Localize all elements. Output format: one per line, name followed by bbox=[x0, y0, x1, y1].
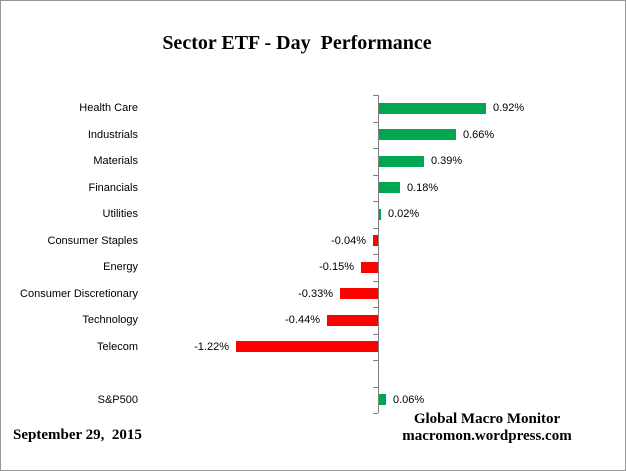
axis-tick bbox=[373, 334, 378, 335]
axis-tick bbox=[373, 175, 378, 176]
value-label-utilities: 0.02% bbox=[388, 208, 420, 220]
bar-energy bbox=[361, 262, 378, 273]
axis-tick bbox=[373, 148, 378, 149]
category-label-industrials: Industrials bbox=[87, 129, 138, 141]
axis-tick bbox=[373, 122, 378, 123]
bar-consumer-staples bbox=[373, 235, 378, 246]
value-label-industrials: 0.66% bbox=[463, 129, 495, 141]
category-label-consumer-discretionary: Consumer Discretionary bbox=[20, 288, 138, 300]
bar-telecom bbox=[236, 341, 378, 352]
category-label-utilities: Utilities bbox=[102, 208, 138, 220]
chart-date: September 29, 2015 bbox=[13, 427, 142, 443]
axis-tick bbox=[373, 413, 378, 414]
bar-s-p500 bbox=[379, 394, 386, 405]
value-label-telecom: -1.22% bbox=[194, 341, 229, 353]
value-label-consumer-staples: -0.04% bbox=[331, 235, 366, 247]
category-label-health-care: Health Care bbox=[79, 102, 138, 114]
value-label-materials: 0.39% bbox=[431, 155, 463, 167]
axis-tick bbox=[373, 281, 378, 282]
category-label-consumer-staples: Consumer Staples bbox=[47, 235, 139, 247]
category-label-energy: Energy bbox=[103, 261, 138, 273]
value-label-s-p500: 0.06% bbox=[393, 394, 425, 406]
category-label-telecom: Telecom bbox=[97, 341, 138, 353]
chart-title: Sector ETF - Day Performance bbox=[162, 32, 432, 54]
bar-materials bbox=[379, 156, 424, 167]
value-label-technology: -0.44% bbox=[285, 314, 320, 326]
category-label-technology: Technology bbox=[82, 314, 138, 326]
axis-tick bbox=[373, 95, 378, 96]
value-label-consumer-discretionary: -0.33% bbox=[298, 288, 333, 300]
bar-technology bbox=[327, 315, 378, 326]
bar-health-care bbox=[379, 103, 486, 114]
axis-tick bbox=[373, 387, 378, 388]
bar-industrials bbox=[379, 129, 456, 140]
axis-tick bbox=[373, 307, 378, 308]
brand-url: macromon.wordpress.com bbox=[402, 428, 572, 444]
brand-name: Global Macro Monitor bbox=[413, 411, 561, 427]
value-label-financials: 0.18% bbox=[407, 182, 439, 194]
axis-tick bbox=[373, 254, 378, 255]
category-label-s-p500: S&P500 bbox=[97, 394, 138, 406]
chart-attribution: Global Macro Monitor macromon.wordpress.… bbox=[373, 411, 601, 445]
bar-utilities bbox=[379, 209, 381, 220]
value-axis bbox=[378, 95, 379, 413]
axis-tick bbox=[373, 228, 378, 229]
bar-financials bbox=[379, 182, 400, 193]
axis-tick bbox=[373, 201, 378, 202]
value-label-health-care: 0.92% bbox=[493, 102, 525, 114]
category-label-financials: Financials bbox=[88, 182, 138, 194]
category-label-materials: Materials bbox=[93, 155, 138, 167]
bar-consumer-discretionary bbox=[340, 288, 378, 299]
value-label-energy: -0.15% bbox=[319, 261, 354, 273]
axis-tick bbox=[373, 360, 378, 361]
